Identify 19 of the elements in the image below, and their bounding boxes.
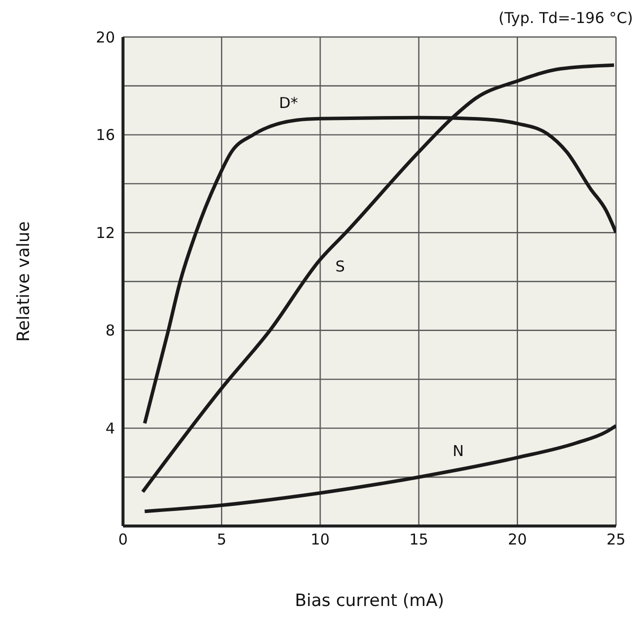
x-tick-label: 10 <box>310 530 330 549</box>
y-tick-label: 8 <box>105 322 115 340</box>
x-tick-label: 25 <box>606 530 626 549</box>
line-series <box>142 424 616 514</box>
y-tick-label: 20 <box>96 28 115 46</box>
x-tick-label: 20 <box>508 530 527 549</box>
y-tick-label: 12 <box>96 224 115 242</box>
x-tick-label: 15 <box>409 530 428 549</box>
x-tick-label: 0 <box>118 530 128 549</box>
y-tick-label: 4 <box>105 420 115 438</box>
line-series <box>140 63 616 494</box>
text: (Typ. Td=-196 °C) <box>498 9 633 27</box>
x-tick-label: 5 <box>216 530 226 549</box>
y-axis-title: Relative value <box>14 221 34 342</box>
series-label: D* <box>279 94 299 112</box>
y-tick-label: 16 <box>96 126 115 144</box>
x-axis-title: Bias current (mA) <box>294 591 444 611</box>
series-label: N <box>452 442 464 460</box>
series-label: S <box>335 257 345 276</box>
